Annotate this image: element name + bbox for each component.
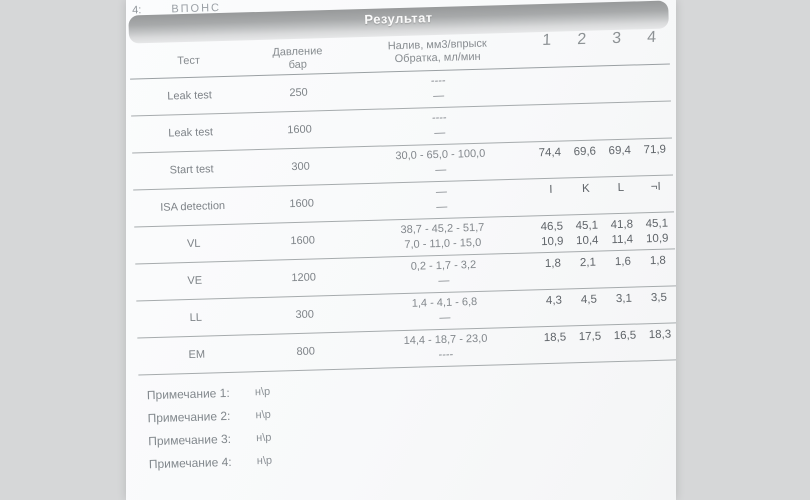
test-name: LL bbox=[189, 311, 203, 324]
test-name: Leak test bbox=[168, 126, 214, 140]
value-cell: 1,8 bbox=[649, 254, 667, 267]
spec-column: 30,0 - 65,0 - 100,0 — bbox=[350, 145, 531, 180]
value-cell: 41,8 bbox=[610, 218, 634, 231]
test-name: EM bbox=[188, 348, 206, 362]
spec-column: ---- — bbox=[349, 108, 530, 143]
value-cell: L bbox=[617, 181, 625, 194]
note-label: Примечание 3: bbox=[148, 431, 232, 448]
note-label: Примечание 4: bbox=[148, 454, 232, 471]
injector-number-1: 1 bbox=[541, 31, 552, 50]
test-name: Leak test bbox=[167, 89, 213, 103]
value-cell: 1,8 bbox=[544, 257, 562, 270]
value-cell: 1,6 bbox=[614, 255, 632, 268]
note-label: Примечание 1: bbox=[146, 385, 230, 402]
values-line bbox=[536, 267, 676, 286]
pressure-value: 1600 bbox=[287, 123, 312, 136]
spec-column: ---- — bbox=[348, 71, 529, 106]
value-cell: 45,1 bbox=[645, 217, 669, 230]
values-column: 18,5 17,5 16,5 18,3 bbox=[537, 326, 676, 360]
table-body: Leak test 250 ---- — Leak test 1600 ----… bbox=[130, 64, 676, 376]
injector-number-4: 4 bbox=[646, 28, 657, 47]
values-column: I K L ¬I bbox=[533, 178, 674, 212]
values-line bbox=[530, 82, 670, 101]
values-line bbox=[533, 156, 673, 175]
col-header-spec: Налив, мм3/впрыск Обратка, мл/мин bbox=[347, 35, 528, 67]
pressure-value: 250 bbox=[289, 86, 308, 99]
note-value: н\р bbox=[255, 408, 271, 421]
note-value: н\р bbox=[256, 454, 273, 467]
spec-column: 0,2 - 1,7 - 3,2 — bbox=[353, 256, 534, 291]
value-cell: 10,9 bbox=[540, 235, 564, 248]
injector-number-headers: 1 2 3 4 bbox=[529, 29, 669, 51]
test-name: VE bbox=[187, 274, 203, 288]
scanned-page: 4: ВПОНС Результат Тест Давление бар Нали… bbox=[126, 0, 676, 500]
pressure-value: 1200 bbox=[291, 270, 317, 284]
pressure-value: 300 bbox=[295, 308, 315, 321]
scan-content: 4: ВПОНС Результат Тест Давление бар Нали… bbox=[128, 0, 676, 475]
value-cell: I bbox=[549, 183, 553, 196]
value-cell: 4,5 bbox=[580, 293, 598, 306]
test-name: ISA detection bbox=[160, 199, 226, 214]
value-cell: 74,4 bbox=[538, 146, 562, 159]
values-column: 1,8 2,1 1,6 1,8 bbox=[535, 252, 676, 286]
values-line: 10,9 10,4 11,4 10,9 bbox=[535, 230, 675, 249]
value-cell: 46,5 bbox=[540, 220, 564, 233]
value-cell: 10,4 bbox=[575, 234, 599, 247]
value-cell: 10,9 bbox=[645, 232, 669, 245]
value-cell: 71,9 bbox=[643, 143, 667, 156]
values-line bbox=[534, 193, 674, 212]
value-cell: K bbox=[581, 182, 590, 195]
col-header-pressure: Давление бар bbox=[247, 40, 348, 73]
value-cell: 2,1 bbox=[579, 256, 597, 269]
injector-number-2: 2 bbox=[576, 30, 587, 49]
test-name: VL bbox=[186, 237, 201, 251]
value-cell: 17,5 bbox=[578, 330, 602, 343]
pressure-value: 1600 bbox=[289, 196, 315, 210]
values-line bbox=[531, 119, 671, 138]
values-column: 74,4 69,6 69,4 71,9 bbox=[532, 141, 673, 175]
values-line bbox=[538, 341, 676, 360]
value-cell: 16,5 bbox=[613, 329, 637, 342]
value-cell: 69,4 bbox=[608, 144, 632, 157]
injector-number-3: 3 bbox=[611, 29, 622, 48]
note-value: н\р bbox=[255, 431, 272, 444]
col-header-pressure-line2: бар bbox=[288, 58, 308, 72]
value-cell: 3,1 bbox=[615, 292, 633, 305]
values-column: 4,3 4,5 3,1 3,5 bbox=[536, 289, 676, 323]
spec-column: 14,4 - 18,7 - 23,0 ---- bbox=[355, 330, 536, 365]
value-cell: ¬I bbox=[650, 180, 661, 193]
spec-column: 38,7 - 45,2 - 51,7 7,0 - 11,0 - 15,0 bbox=[352, 219, 533, 254]
values-line bbox=[537, 304, 676, 323]
top-fragment-number: 4: bbox=[132, 4, 142, 17]
pressure-value: 800 bbox=[296, 345, 316, 358]
values-column bbox=[530, 67, 671, 101]
top-fragment-word: ВПОНС bbox=[171, 2, 222, 16]
note-value: н\р bbox=[254, 385, 271, 398]
result-bar-title: Результат bbox=[364, 10, 433, 28]
spec-column: — — bbox=[351, 182, 532, 217]
values-column bbox=[531, 104, 672, 138]
values-column: 46,5 45,1 41,8 45,1 10,9 10,4 11,4 10,9 bbox=[534, 215, 675, 249]
pressure-value: 1600 bbox=[290, 233, 316, 247]
value-cell: 18,5 bbox=[543, 330, 567, 344]
value-cell: 18,3 bbox=[648, 328, 672, 341]
pressure-value: 300 bbox=[291, 160, 310, 173]
col-header-test: Тест bbox=[177, 54, 201, 68]
spec-column: 1,4 - 4,1 - 6,8 — bbox=[354, 293, 535, 328]
notes-block: Примечание 1: н\р Примечание 2: н\р Прим… bbox=[139, 368, 676, 475]
value-cell: 3,5 bbox=[650, 291, 668, 304]
test-name: Start test bbox=[169, 163, 214, 177]
top-cropped-text: 4: ВПОНС bbox=[132, 2, 221, 16]
note-label: Примечание 2: bbox=[147, 408, 231, 425]
value-cell: 4,3 bbox=[545, 294, 563, 307]
value-cell: 69,6 bbox=[573, 145, 597, 158]
value-cell: 11,4 bbox=[611, 233, 634, 246]
value-cell: 45,1 bbox=[575, 219, 599, 232]
